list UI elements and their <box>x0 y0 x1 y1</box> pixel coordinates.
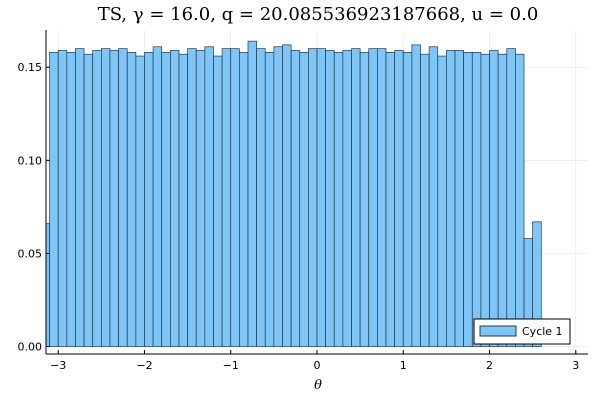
histogram-bar <box>368 48 378 347</box>
histogram-bar <box>394 50 404 347</box>
histogram-bar <box>49 51 59 347</box>
x-tick-label: −2 <box>136 359 152 372</box>
histogram-bar <box>299 51 309 347</box>
histogram-bar <box>428 46 439 347</box>
histogram-bar <box>118 48 128 347</box>
histogram-bar <box>420 53 430 347</box>
x-tick-label: −3 <box>50 359 66 372</box>
histogram-bar <box>230 48 240 347</box>
x-tick-label: 3 <box>572 359 579 372</box>
histogram-bar <box>377 48 387 347</box>
histogram-bar <box>316 48 326 347</box>
histogram-bar <box>247 40 257 347</box>
histogram-bar <box>170 50 180 347</box>
histogram-bar <box>239 51 249 347</box>
histogram-bar <box>471 51 482 347</box>
y-tick-label: 0.15 <box>18 61 43 74</box>
histogram-bar <box>342 50 352 347</box>
histogram-bar <box>45 223 50 347</box>
histogram-bar <box>213 55 223 347</box>
histogram-bar <box>66 51 76 347</box>
histogram-bar <box>144 51 154 347</box>
histogram-bar <box>83 53 94 347</box>
histogram-bar <box>506 48 516 347</box>
x-tick-label: 0 <box>314 359 321 372</box>
x-tick-label: 1 <box>400 359 407 372</box>
histogram-bar <box>437 55 447 347</box>
histogram-bar <box>221 48 232 347</box>
histogram-bar <box>204 46 214 347</box>
histogram-bar <box>57 50 68 347</box>
x-tick-label: 2 <box>486 359 493 372</box>
y-ticks: 0.00 0.05 0.10 0.15 <box>18 61 50 354</box>
histogram-bar <box>489 50 499 347</box>
y-tick-label: 0.10 <box>18 154 43 167</box>
histogram-bar <box>290 50 301 347</box>
histogram-bar <box>351 48 361 347</box>
histogram-bar <box>359 51 370 347</box>
histogram-bar <box>402 51 413 347</box>
histogram-bar <box>100 48 111 347</box>
chart-title: TS, γ = 16.0, q = 20.085536923187668, u … <box>98 4 539 25</box>
histogram-bar <box>75 48 85 347</box>
histogram-bar <box>411 44 421 347</box>
histogram-bar <box>135 55 145 347</box>
bars <box>45 40 542 347</box>
histogram-bar <box>333 51 344 347</box>
y-tick-label: 0.00 <box>18 341 43 354</box>
x-tick-label: −1 <box>223 359 239 372</box>
histogram-bar <box>178 53 188 347</box>
histogram-bar <box>195 50 206 347</box>
legend-swatch <box>479 325 517 337</box>
histogram-bar <box>497 53 508 347</box>
histogram-bar <box>126 51 137 347</box>
histogram-bar <box>273 46 283 347</box>
histogram-bar <box>480 53 490 347</box>
histogram-bar <box>463 51 473 347</box>
histogram-bar <box>282 44 292 347</box>
legend-label: Cycle 1 <box>522 325 563 338</box>
x-axis-label: θ <box>314 378 322 393</box>
histogram-bar <box>515 53 525 347</box>
histogram-bar <box>308 48 318 347</box>
legend: Cycle 1 <box>473 318 571 345</box>
histogram-bar <box>92 50 102 347</box>
histogram-bar <box>454 50 464 347</box>
histogram-bar <box>187 48 197 347</box>
histogram-bar <box>256 48 266 347</box>
histogram-bar <box>325 50 335 347</box>
histogram-bar <box>161 51 171 347</box>
y-tick-label: 0.05 <box>18 247 43 260</box>
histogram-bar <box>109 50 119 347</box>
histogram-bar <box>152 46 163 347</box>
histogram-bar <box>446 50 456 347</box>
legend-box <box>473 318 571 345</box>
x-ticks: −3 −2 −1 0 1 2 3 <box>50 350 579 372</box>
histogram-bar <box>532 221 542 347</box>
histogram-bar <box>385 51 395 347</box>
histogram-bar <box>264 51 275 347</box>
